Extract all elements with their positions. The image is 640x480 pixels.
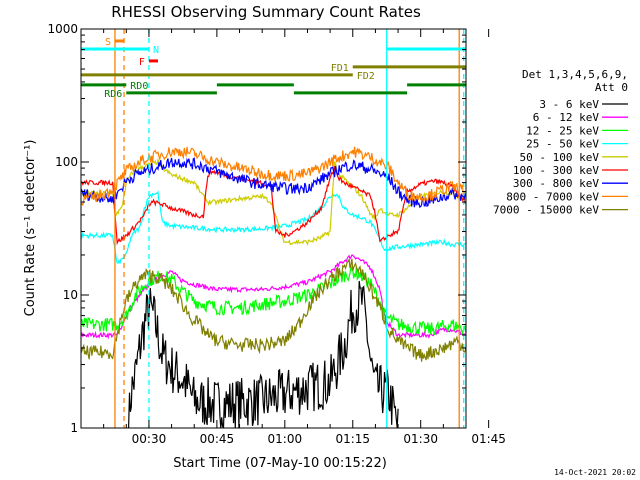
flag-label-4: F xyxy=(139,57,145,68)
legend-label-9: 7000 - 15000 keV xyxy=(493,204,599,217)
legend-label-5: 50 - 100 keV xyxy=(520,151,600,164)
x-tick-label: 01:45 xyxy=(471,432,506,446)
flag-label-6: FD2 xyxy=(357,71,375,82)
legend-label-2: 6 - 12 keV xyxy=(533,111,600,124)
flag-bar-layer: S NF FD1 FD2 RD0 RD6 xyxy=(81,37,466,100)
series-line-3 xyxy=(80,265,467,336)
plot-frame xyxy=(80,28,467,429)
series-layer xyxy=(80,146,467,429)
legend-label-1: 3 - 6 keV xyxy=(539,98,599,111)
x-tick-label: 01:00 xyxy=(268,432,303,446)
series-line-1 xyxy=(128,280,399,429)
legend-label-3: 12 - 25 keV xyxy=(526,124,599,137)
x-tick-label: 00:45 xyxy=(200,432,235,446)
series-line-8 xyxy=(80,146,467,207)
legend-label-6: 100 - 300 keV xyxy=(513,164,599,177)
legend-header-line-1: Det 1,3,4,5,6,9, xyxy=(522,68,628,81)
flag-label-8: RD6 xyxy=(104,89,122,100)
footer-timestamp: 14-Oct-2021 20:02 xyxy=(554,468,636,477)
legend-header-line-2: Att 0 xyxy=(595,81,628,94)
x-tick-label: 00:30 xyxy=(132,432,167,446)
x-tick-label: 01:30 xyxy=(403,432,438,446)
chart-title: RHESSI Observing Summary Count Rates xyxy=(111,3,421,21)
series-line-7 xyxy=(80,157,467,209)
y-tick-label: 100 xyxy=(55,155,78,169)
vertical-marker-layer xyxy=(114,29,465,428)
flag-label-7: RD0 xyxy=(130,81,148,92)
x-axis-label: Start Time (07-May-10 00:15:22) xyxy=(173,456,387,471)
y-tick-label: 1 xyxy=(70,421,78,435)
axis-layer: 1 10 100 1000 00:30 00:45 01:00 01:15 01:30 01:45 xyxy=(47,22,505,446)
legend-label-4: 25 - 50 keV xyxy=(526,138,599,151)
flag-label-2: N xyxy=(153,45,159,56)
legend-label-8: 800 - 7000 keV xyxy=(506,190,599,203)
series-line-9 xyxy=(80,258,467,362)
series-line-4 xyxy=(80,190,467,264)
y-axis-label: Count Rate (s⁻¹ detector⁻¹) xyxy=(23,140,38,317)
y-tick-label: 1000 xyxy=(47,22,78,36)
y-tick-label: 10 xyxy=(63,288,78,302)
flag-label-1: S xyxy=(105,37,111,48)
legend-label-7: 300 - 800 keV xyxy=(513,177,599,190)
flag-label-5: FD1 xyxy=(331,63,349,74)
series-line-6 xyxy=(80,165,467,246)
x-tick-label: 01:15 xyxy=(335,432,370,446)
